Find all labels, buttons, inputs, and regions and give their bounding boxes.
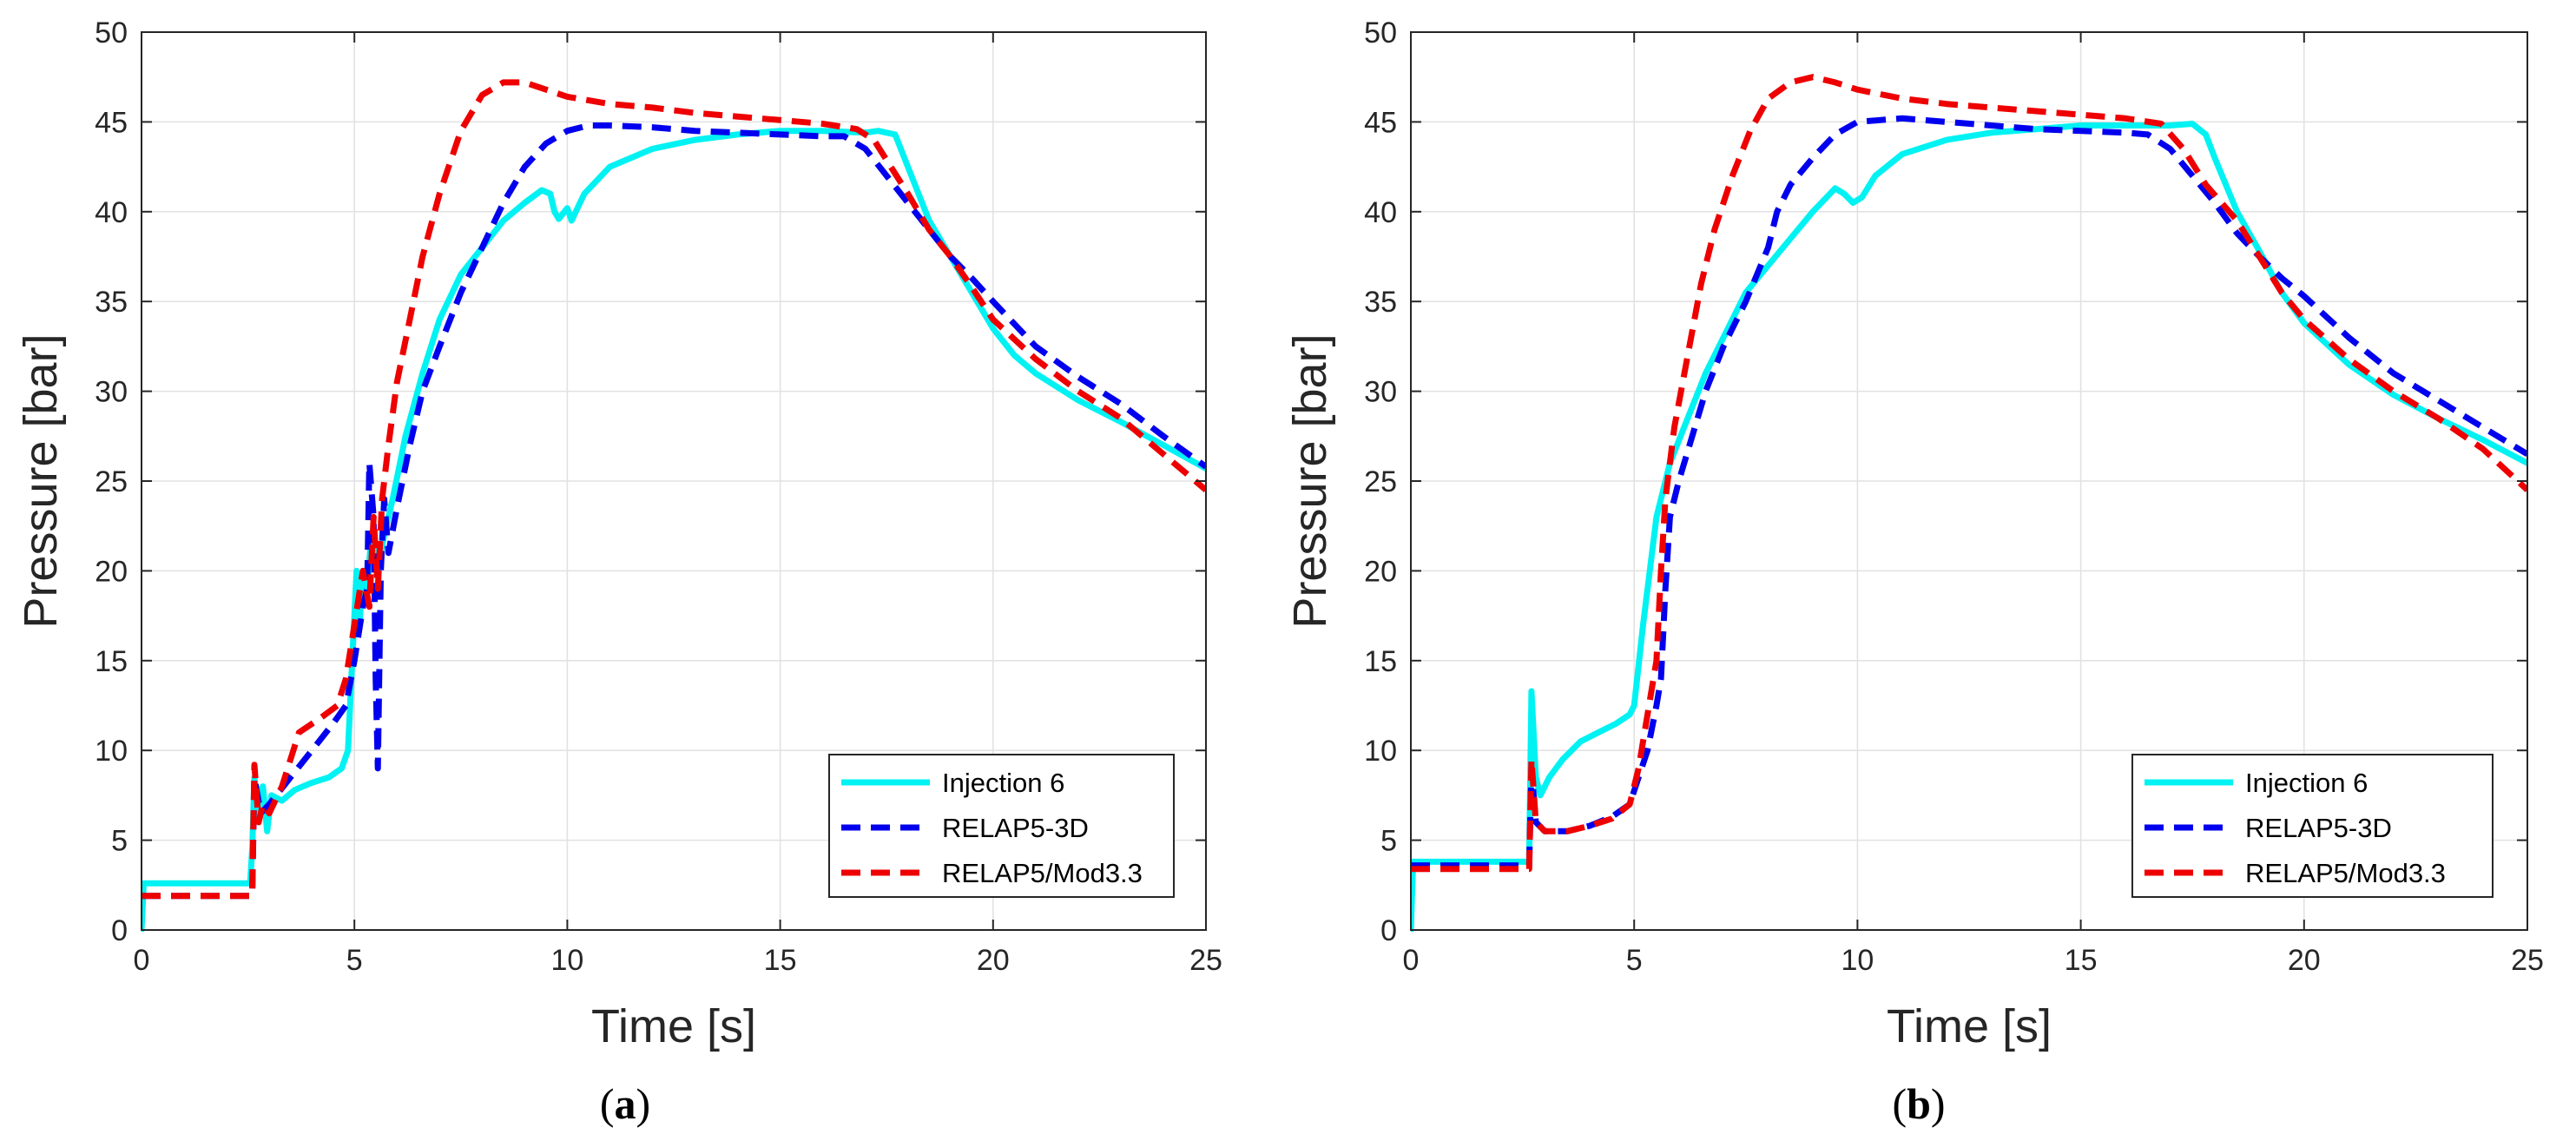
y-tick-label: 25	[95, 465, 128, 498]
chart-panel-b: 0 5 10 15 20 25 0 5 10 15 20 25 30 35 40 45 50 Time [s] Pr…	[1284, 16, 2544, 1128]
x-tick-label: 25	[1189, 944, 1222, 977]
x-tick-label: 20	[977, 944, 1010, 977]
series-line-relap5-mod3-3	[142, 79, 1206, 900]
x-tick-label: 0	[1403, 944, 1420, 977]
y-tick-label: 0	[111, 914, 128, 947]
legend-label: Injection 6	[942, 768, 1064, 798]
panel-label: (a)	[600, 1079, 650, 1128]
y-tick-label: 35	[1364, 286, 1397, 319]
y-axis-label: Pressure [bar]	[1284, 333, 1336, 628]
x-tick-label: 15	[2065, 944, 2098, 977]
panel-label-close: )	[1931, 1079, 1946, 1128]
x-tick-label: 5	[346, 944, 363, 977]
y-tick-label: 45	[95, 106, 128, 139]
series-line-relap5-3d	[142, 122, 1206, 900]
series-line-injection-6	[1411, 121, 2527, 932]
x-tick-label: 25	[2511, 944, 2544, 977]
legend-label: RELAP5-3D	[942, 813, 1089, 843]
panel-label-open: (	[600, 1079, 615, 1128]
y-tick-label: 5	[111, 825, 128, 858]
x-axis-label: Time [s]	[591, 1000, 756, 1052]
x-tick-label: 5	[1626, 944, 1643, 977]
legend-label: RELAP5/Mod3.3	[942, 858, 1143, 888]
y-tick-label: 25	[1364, 465, 1397, 498]
legend-label: RELAP5/Mod3.3	[2245, 858, 2446, 888]
legend: Injection 6 RELAP5-3D RELAP5/Mod3.3	[2131, 754, 2494, 898]
y-tick-label: 15	[95, 645, 128, 678]
x-tick-label: 15	[764, 944, 797, 977]
x-tick-label: 10	[550, 944, 583, 977]
legend: Injection 6 RELAP5-3D RELAP5/Mod3.3	[828, 754, 1175, 898]
y-tick-label: 0	[1380, 914, 1397, 947]
y-tick-label: 45	[1364, 106, 1397, 139]
panel-label-open: (	[1892, 1079, 1907, 1128]
x-tick-label: 20	[2288, 944, 2321, 977]
y-tick-label: 50	[1364, 16, 1397, 49]
panel-label-letter: a	[615, 1079, 636, 1128]
y-tick-label: 30	[1364, 376, 1397, 409]
x-axis-label: Time [s]	[1887, 1000, 2052, 1052]
y-tick-label: 30	[95, 376, 128, 409]
y-tick-label: 15	[1364, 645, 1397, 678]
series-line-relap5-3d	[1411, 115, 2527, 869]
y-axis-label: Pressure [bar]	[15, 333, 67, 628]
x-tick-label: 0	[134, 944, 150, 977]
y-tick-label: 50	[95, 16, 128, 49]
y-tick-label: 10	[95, 735, 128, 768]
y-tick-label: 5	[1380, 825, 1397, 858]
series-group	[142, 79, 1206, 932]
x-tick-label: 10	[1841, 944, 1874, 977]
series-group	[1411, 74, 2527, 932]
panel-label: (b)	[1892, 1079, 1945, 1128]
panel-label-letter: b	[1907, 1079, 1931, 1128]
legend-label: Injection 6	[2245, 768, 2368, 798]
y-tick-label: 10	[1364, 735, 1397, 768]
y-tick-label: 40	[1364, 196, 1397, 229]
chart-panel-a: 0 5 10 15 20 25 0 5 10 15 20 25 30 35 40 45 50 Time [s] Pr…	[15, 16, 1222, 1128]
series-line-relap5-mod3-3	[1411, 74, 2527, 873]
panel-label-close: )	[636, 1079, 651, 1128]
y-tick-label: 40	[95, 196, 128, 229]
y-tick-label: 35	[95, 286, 128, 319]
y-tick-label: 20	[1364, 555, 1397, 588]
legend-label: RELAP5-3D	[2245, 813, 2392, 843]
y-tick-label: 20	[95, 555, 128, 588]
